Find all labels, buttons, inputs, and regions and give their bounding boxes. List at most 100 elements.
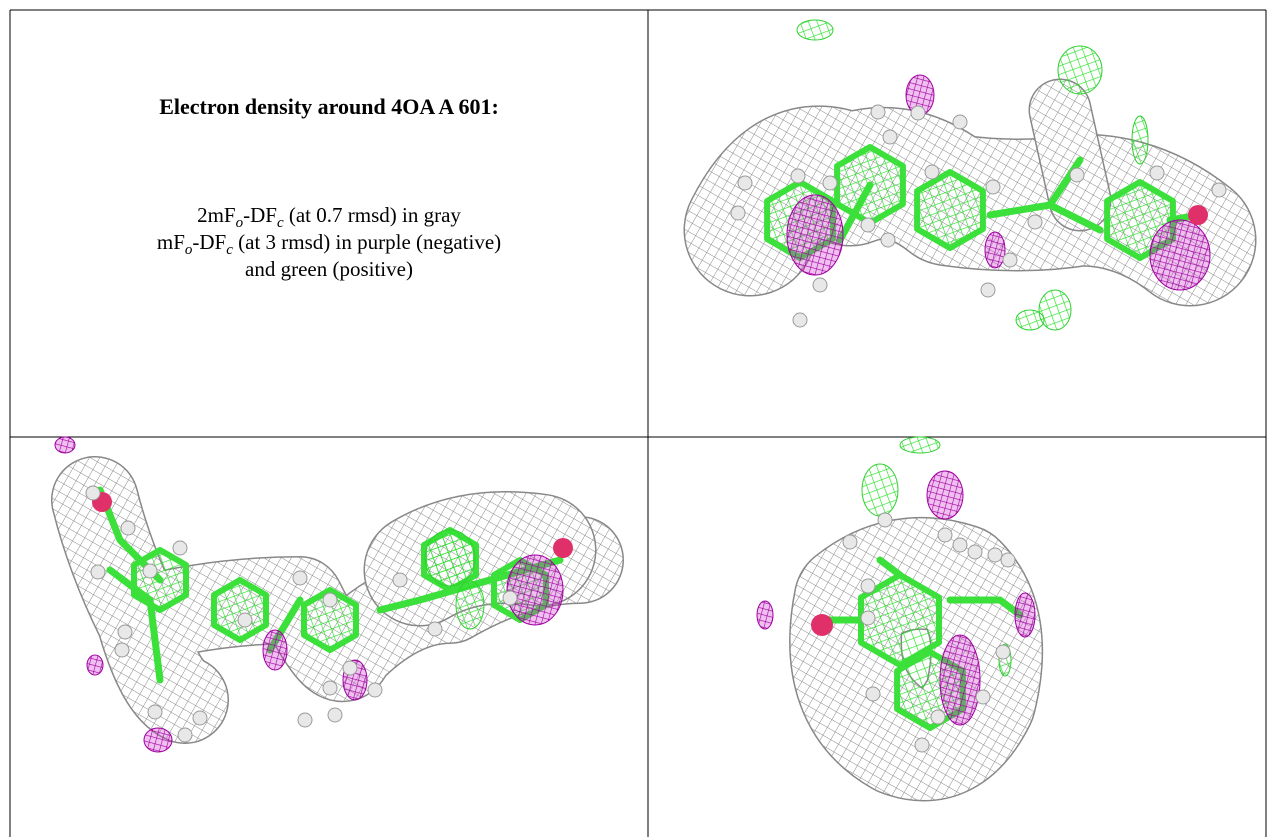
atom [880,232,896,248]
subscript: c [276,215,284,232]
atom [995,644,1011,660]
atom [142,563,158,579]
positive-density [424,529,476,587]
negative-density [143,727,173,753]
text-run: 2mF [197,203,236,227]
text-run: (at 0.7 rmsd) in gray [283,203,461,227]
oxygen-atom [553,538,573,558]
density-view-bottom-right [756,436,1044,802]
positive-density [455,580,485,630]
atom [502,590,518,606]
atom [147,704,163,720]
atom [1000,552,1016,568]
atom [1002,252,1018,268]
atom [860,578,876,594]
atom [914,737,930,753]
text-run: (at 3 rmsd) in purple (negative) [232,230,502,254]
heading: Electron density around 4OA A 601: [159,94,499,119]
ring-bond [858,572,942,668]
negative-density [786,194,844,276]
density-view-top-right [683,19,1257,331]
atom [937,527,953,543]
atom [237,612,253,628]
atom [367,682,383,698]
positive-density [1015,309,1045,331]
negative-density [939,634,981,726]
atom [985,179,1001,195]
atom [952,114,968,130]
legend-text: 2mFo-DFc (at 0.7 rmsd) in gray mFo-DFc (a… [10,202,648,283]
atom [790,168,806,184]
bond [96,486,564,684]
atom [882,129,898,145]
oxygen-atom [811,614,833,636]
text-run: -DF [192,230,227,254]
atom [292,570,308,586]
atom [85,485,101,501]
bond [836,156,1204,244]
atom [322,680,338,696]
atom [792,312,808,328]
atom [737,175,753,191]
density-mesh [1030,80,1110,230]
positive-density [1038,289,1072,331]
atom [1027,214,1043,230]
subscript: o [235,215,244,232]
negative-density [86,654,104,676]
atom [865,686,881,702]
atom [924,164,940,180]
atom [117,624,133,640]
negative-density [506,554,564,626]
atom [1211,182,1227,198]
negative-density [756,600,774,630]
atom [860,610,876,626]
atom [952,537,968,553]
atom [172,540,188,556]
atom [930,709,946,725]
atom [427,621,443,637]
legend-line: 2mFo-DFc (at 0.7 rmsd) in gray [10,202,648,232]
ring-bond [914,169,986,251]
atom [980,282,996,298]
atom [90,564,106,580]
atom [177,727,193,743]
atom [192,710,208,726]
atom [870,104,886,120]
atom [120,520,136,536]
positive-density [861,463,899,517]
positive-density [796,19,834,41]
subscript: c [226,242,233,259]
table-borders [9,9,1267,837]
atom [842,534,858,550]
atom [322,592,338,608]
atom [877,512,893,528]
atom [967,544,983,560]
atom [1149,165,1165,181]
negative-density [262,629,288,671]
atom [114,642,130,658]
positive-density [1131,115,1149,165]
negative-density [984,231,1006,269]
atom [860,217,876,233]
atom [392,572,408,588]
bond [826,556,1024,624]
legend-line: mFo-DFc (at 3 rmsd) in purple (negative) [10,229,648,259]
negative-density [1014,592,1036,638]
text-run: mF [156,230,185,254]
subscript: o [184,242,193,259]
text-run: and green (positive) [245,257,413,281]
text-run: -DF [243,203,277,227]
atom [975,689,991,705]
negative-density [926,470,964,520]
atom [812,277,828,293]
positive-density [1057,45,1103,95]
negative-density [1149,219,1211,291]
oxygen-atom [1188,205,1208,225]
atom [1069,167,1085,183]
density-view-bottom-left [51,436,624,753]
legend-line: and green (positive) [10,256,648,283]
atom [297,712,313,728]
atom [822,175,838,191]
